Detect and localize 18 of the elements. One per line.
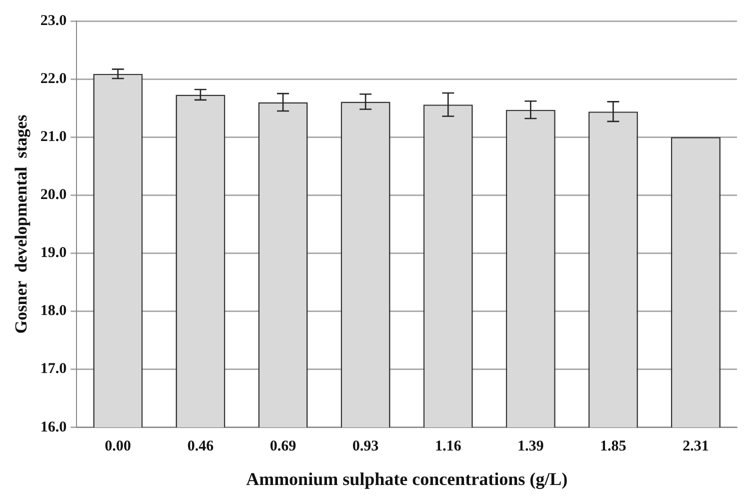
x-tick-label: 1.85 xyxy=(600,438,626,454)
y-axis-title: Gosner developmental stages xyxy=(12,114,31,334)
y-tick-label: 17.0 xyxy=(40,361,67,378)
y-tick-label: 21.0 xyxy=(40,128,67,145)
x-tick-label: 1.39 xyxy=(518,438,544,454)
y-tick-label: 19.0 xyxy=(40,245,67,262)
y-tick-label: 18.0 xyxy=(40,303,67,320)
x-axis-title: Ammonium sulphate concentrations (g/L) xyxy=(246,468,568,489)
x-tick-label: 0.00 xyxy=(104,438,132,454)
x-tick-label: 2.31 xyxy=(682,438,709,454)
x-tick-label: 1.16 xyxy=(434,438,462,454)
y-tick-label: 22.0 xyxy=(40,70,67,87)
y-tick-label: 20.0 xyxy=(40,187,67,204)
y-tick-label: 16.0 xyxy=(40,419,67,436)
y-tick-label: 23.0 xyxy=(40,12,67,29)
x-tick-label: 0.93 xyxy=(352,438,379,454)
x-tick-label: 0.46 xyxy=(187,438,214,454)
x-tick-label: 0.69 xyxy=(270,438,296,454)
